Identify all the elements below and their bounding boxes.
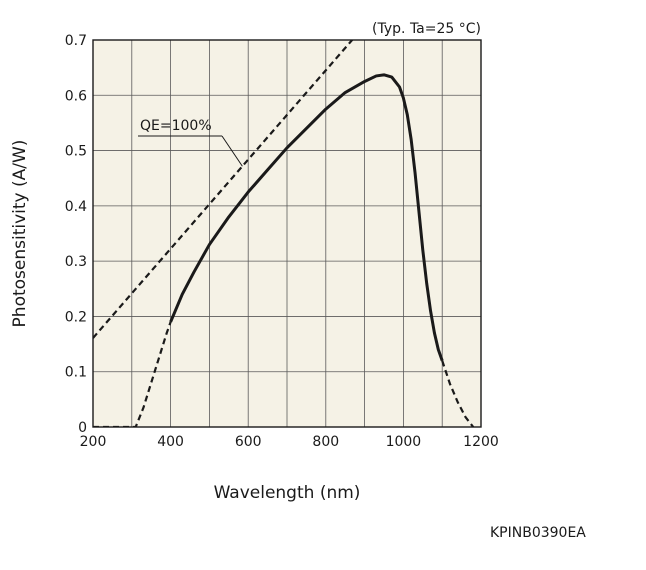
tick-labels: 200 400 600 800 1000 1200 0 0.1 0.2 0.3 0.4 0.5 0.6 0… <box>65 33 499 450</box>
x-tick-label: 800 <box>312 434 339 450</box>
y-tick-label: 0.5 <box>65 144 87 160</box>
y-tick-label: 0.4 <box>65 199 87 215</box>
x-tick-label: 400 <box>157 434 184 450</box>
y-axis-label: Photosensitivity (A/W) <box>10 140 30 328</box>
qe-leader-line <box>221 135 243 167</box>
conditions-note: (Typ. Ta=25 °C) <box>372 21 481 37</box>
y-tick-label: 0.3 <box>65 254 87 270</box>
qe-series-label: QE=100% <box>140 118 212 134</box>
x-tick-label: 1200 <box>463 434 499 450</box>
series-line-1 <box>169 73 444 362</box>
y-tick-label: 0.6 <box>65 88 87 104</box>
series-line-3 <box>441 360 475 427</box>
series-line-0 <box>93 40 354 339</box>
y-tick-label: 0.2 <box>65 309 87 325</box>
x-tick-label: 600 <box>235 434 262 450</box>
y-tick-label: 0.1 <box>65 365 87 381</box>
y-tick-label: 0.7 <box>65 33 87 49</box>
plot-frame <box>92 39 482 428</box>
x-axis-label: Wavelength (nm) <box>214 483 361 503</box>
series-layer <box>93 40 475 427</box>
x-tick-label: 200 <box>80 434 107 450</box>
figure-code: KPINB0390EA <box>490 525 586 541</box>
y-tick-label: 0 <box>78 420 87 436</box>
x-tick-label: 1000 <box>386 434 422 450</box>
